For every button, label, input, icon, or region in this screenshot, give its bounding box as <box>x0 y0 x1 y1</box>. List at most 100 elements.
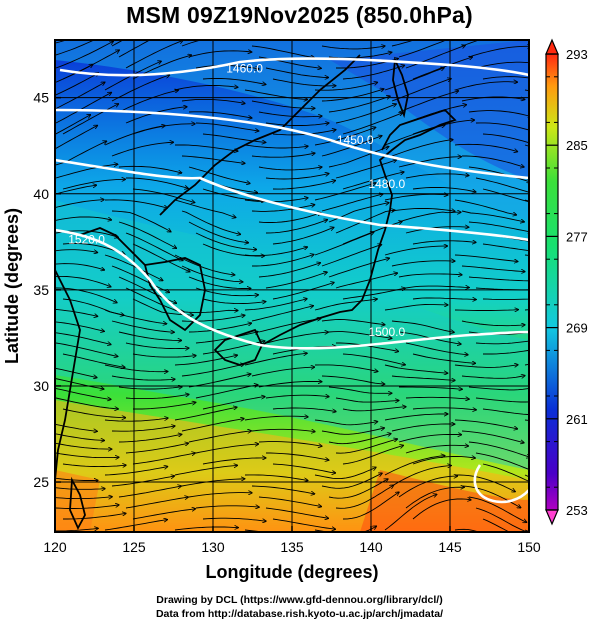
streamline <box>174 254 234 275</box>
streamline <box>244 247 307 257</box>
streamline <box>125 342 189 349</box>
streamline <box>195 444 258 454</box>
streamline <box>132 509 195 520</box>
streamline <box>342 353 405 365</box>
streamline <box>482 298 529 300</box>
streamline <box>251 485 314 494</box>
streamline <box>55 486 105 489</box>
streamline <box>174 407 237 421</box>
streamline <box>188 374 251 388</box>
streamline <box>405 397 469 399</box>
streamline <box>272 228 334 245</box>
streamline <box>272 518 335 529</box>
streamline <box>181 40 203 47</box>
streamline <box>132 354 196 357</box>
streamline <box>475 122 529 131</box>
streamline <box>553 402 599 409</box>
streamline <box>314 419 377 426</box>
streamline <box>468 166 529 182</box>
streamline <box>398 40 448 58</box>
streamline <box>244 198 308 203</box>
streamline <box>62 353 125 367</box>
streamline <box>104 467 167 476</box>
streamline <box>399 386 462 389</box>
longitude-axis: 120 125 130 135 140 145 150 <box>43 526 541 555</box>
streamline <box>251 100 315 108</box>
coastline-japan <box>261 108 457 346</box>
streamline <box>391 375 455 380</box>
streamline <box>118 165 181 173</box>
streamline <box>181 265 243 282</box>
streamline <box>532 211 594 221</box>
streamline <box>251 367 314 377</box>
contour-label: 1500.0 <box>368 325 405 339</box>
streamline <box>55 93 111 124</box>
streamline <box>461 376 525 379</box>
wind-streamlines <box>55 40 599 532</box>
streamline <box>391 261 455 267</box>
streamline <box>482 76 529 80</box>
streamline <box>405 46 465 69</box>
streamline <box>468 496 526 522</box>
streamline <box>118 486 181 498</box>
streamline <box>468 441 529 457</box>
streamline <box>328 386 392 393</box>
streamline <box>118 221 176 248</box>
streamline <box>532 428 595 432</box>
streamline <box>468 221 529 232</box>
streamline <box>55 477 98 481</box>
streamline <box>181 98 245 103</box>
streamline <box>244 474 308 481</box>
streamline <box>181 419 244 432</box>
streamline <box>272 283 334 300</box>
streamline <box>265 123 329 126</box>
streamline <box>202 397 265 410</box>
streamline <box>384 305 448 311</box>
streamline <box>244 353 307 366</box>
streamline <box>104 254 163 280</box>
streamline <box>118 90 178 113</box>
streamline <box>104 364 168 372</box>
streamline <box>244 416 308 421</box>
streamline <box>266 452 329 460</box>
streamline <box>62 464 126 467</box>
streamline <box>55 185 96 195</box>
streamline <box>321 89 384 102</box>
streamline <box>391 466 451 487</box>
streamline <box>111 476 174 487</box>
streamline <box>258 382 322 388</box>
streamline <box>55 115 90 135</box>
streamline <box>244 299 307 311</box>
streamline <box>132 243 190 272</box>
streamline <box>195 506 259 508</box>
streamline <box>125 443 188 454</box>
streamline <box>258 319 321 333</box>
streamline <box>391 140 453 157</box>
coastline-taiwan <box>69 476 86 531</box>
streamline <box>55 367 97 378</box>
streamline <box>454 143 517 151</box>
streamline <box>55 73 98 96</box>
lat-tick-label: 40 <box>33 186 49 202</box>
contour-label: 1450.0 <box>337 133 374 147</box>
contour-label: 1520.0 <box>68 233 105 247</box>
streamline <box>398 476 457 498</box>
streamline <box>111 426 175 432</box>
streamline <box>335 210 395 234</box>
streamline <box>454 254 518 262</box>
streamline <box>125 497 188 509</box>
colorbar-ticks: 293 285 277 269 261 253 <box>546 47 588 518</box>
streamline <box>384 194 448 201</box>
streamline <box>384 364 447 373</box>
streamline <box>125 287 184 312</box>
streamline <box>118 387 182 390</box>
streamline <box>265 507 328 518</box>
streamline <box>454 310 518 311</box>
streamline <box>251 153 315 158</box>
streamline <box>461 40 481 47</box>
streamline <box>55 287 117 303</box>
colorbar-tick-label: 253 <box>566 503 588 518</box>
streamline <box>454 528 481 532</box>
streamline <box>174 465 237 476</box>
streamline <box>55 200 104 209</box>
